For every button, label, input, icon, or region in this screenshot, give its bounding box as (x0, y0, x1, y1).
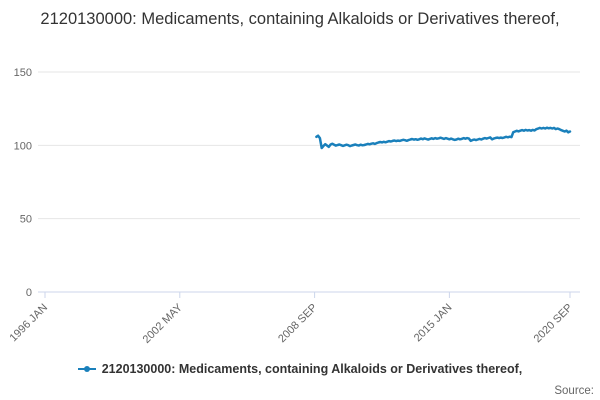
svg-text:150: 150 (14, 67, 32, 79)
legend-label: 2120130000: Medicaments, containing Alka… (101, 362, 523, 376)
svg-text:0: 0 (26, 287, 32, 299)
svg-text:2008 SEP: 2008 SEP (276, 302, 320, 346)
chart-title: 2120130000: Medicaments, containing Alka… (40, 10, 560, 28)
svg-text:1996 JAN: 1996 JAN (7, 302, 50, 345)
svg-text:2015 JAN: 2015 JAN (412, 302, 455, 345)
chart-plot-area[interactable]: 0 50 100 150 1996 JAN 2002 MAY 2008 SEP 2015 JA… (0, 0, 600, 360)
svg-text:2020 SEP: 2020 SEP (532, 302, 576, 346)
svg-text:100: 100 (14, 140, 32, 152)
svg-text:50: 50 (20, 214, 32, 226)
source-label: Source: (554, 385, 594, 397)
svg-text:2002 MAY: 2002 MAY (141, 301, 186, 346)
legend-item[interactable]: 2120130000: Medicaments, containing Alka… (0, 362, 600, 376)
legend-series-marker-icon (77, 366, 96, 372)
